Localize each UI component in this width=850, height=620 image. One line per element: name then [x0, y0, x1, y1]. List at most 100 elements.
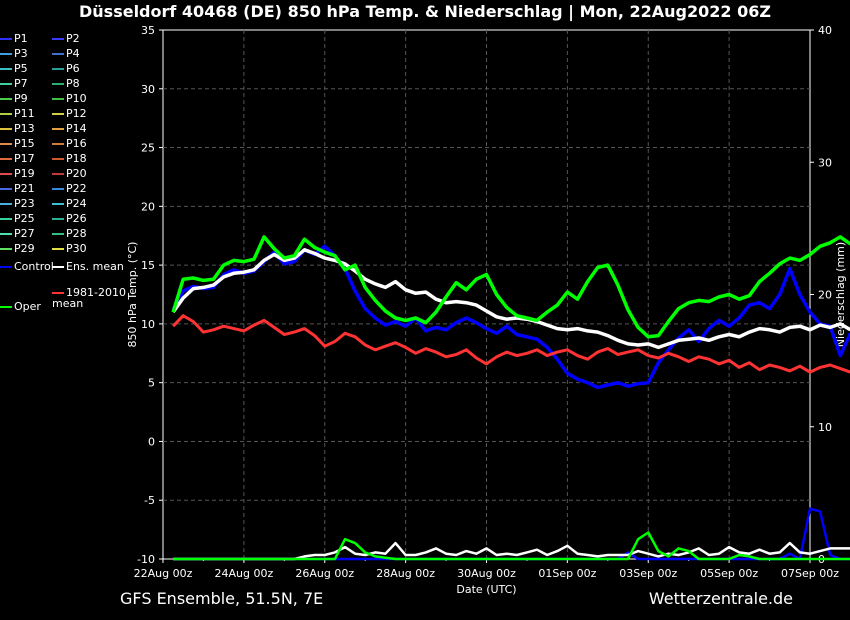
y-tick-label: 30	[141, 83, 155, 96]
legend-item-p27: P27	[0, 226, 35, 241]
legend-swatch	[52, 292, 64, 294]
legend-item-p20: P20	[52, 166, 87, 181]
legend-swatch	[0, 233, 12, 235]
legend-item-p6: P6	[52, 61, 80, 76]
legend-label: P10	[66, 92, 87, 105]
legend-item-p4: P4	[52, 46, 80, 61]
legend-swatch	[0, 128, 12, 130]
y-tick-label: 35	[141, 24, 155, 37]
legend-label: Oper	[14, 300, 41, 313]
legend-swatch	[52, 248, 64, 250]
legend-swatch	[52, 113, 64, 115]
legend-swatch	[0, 143, 12, 145]
legend-item-p2: P2	[52, 31, 80, 46]
y-tick-label: -10	[137, 553, 155, 566]
x-tick-label: 03Sep 00z	[619, 567, 677, 580]
legend-label: P1	[14, 32, 28, 45]
legend-label: P16	[66, 137, 87, 150]
legend-swatch	[0, 83, 12, 85]
legend-label: P14	[66, 122, 87, 135]
y2-tick-label: 10	[818, 421, 832, 434]
y-tick-label: 25	[141, 142, 155, 155]
legend-swatch	[0, 173, 12, 175]
legend-swatch	[0, 266, 12, 268]
legend-label: P2	[66, 32, 80, 45]
legend-label: P3	[14, 47, 28, 60]
legend-swatch	[52, 218, 64, 220]
y-tick-label: 0	[148, 435, 155, 448]
series-line	[172, 314, 850, 374]
legend-item-oper: Oper	[0, 299, 41, 314]
legend-label: P27	[14, 227, 35, 240]
model-info: GFS Ensemble, 51.5N, 7E	[120, 589, 324, 608]
legend-item-p15: P15	[0, 136, 35, 151]
legend-label: P18	[66, 152, 87, 165]
legend-item-p21: P21	[0, 181, 35, 196]
legend-item-p9: P9	[0, 91, 28, 106]
legend-label: 1981-2010 mean	[52, 286, 126, 310]
legend-label: P11	[14, 107, 35, 120]
legend-label: P17	[14, 152, 35, 165]
legend-item-control: Control	[0, 259, 54, 274]
legend-swatch	[0, 188, 12, 190]
y2-axis-label: Niederschlag (mm)	[834, 242, 847, 347]
legend-item-p22: P22	[52, 181, 87, 196]
legend-swatch	[52, 188, 64, 190]
legend-item-p1: P1	[0, 31, 28, 46]
legend-swatch	[52, 38, 64, 40]
legend-label: P29	[14, 242, 35, 255]
legend-swatch	[52, 83, 64, 85]
x-tick-label: 05Sep 00z	[700, 567, 758, 580]
legend-label: P12	[66, 107, 87, 120]
series-line	[171, 235, 850, 339]
legend-label: P19	[14, 167, 35, 180]
legend-item-p13: P13	[0, 121, 35, 136]
legend-item-p23: P23	[0, 196, 35, 211]
legend-item-p24: P24	[52, 196, 87, 211]
legend-swatch	[52, 143, 64, 145]
legend-item-p8: P8	[52, 76, 80, 91]
legend-swatch	[52, 68, 64, 70]
precip-line	[173, 531, 850, 561]
y-tick-label: 5	[148, 377, 155, 390]
series-line	[171, 248, 850, 350]
legend-label: P21	[14, 182, 35, 195]
legend-label: P8	[66, 77, 80, 90]
legend-swatch	[0, 248, 12, 250]
legend-swatch	[0, 38, 12, 40]
legend-swatch	[52, 233, 64, 235]
legend-label: P15	[14, 137, 35, 150]
legend-item-p28: P28	[52, 226, 87, 241]
legend-swatch	[0, 218, 12, 220]
y-axis-label: 850 hPa Temp. (°C)	[126, 242, 139, 348]
series-line	[171, 244, 850, 390]
legend-item-p18: P18	[52, 151, 87, 166]
x-tick-label: 30Aug 00z	[457, 567, 516, 580]
x-tick-label: 07Sep 00z	[781, 567, 839, 580]
legend-item-p14: P14	[52, 121, 87, 136]
legend-label: P13	[14, 122, 35, 135]
legend-label: P9	[14, 92, 28, 105]
legend-label: Control	[14, 260, 54, 273]
legend-item-climate-mean: 1981-2010 mean	[52, 287, 126, 309]
x-tick-label: 01Sep 00z	[538, 567, 596, 580]
chart-title: Düsseldorf 40468 (DE) 850 hPa Temp. & Ni…	[79, 2, 771, 21]
legend-swatch	[52, 53, 64, 55]
legend-item-p17: P17	[0, 151, 35, 166]
legend-swatch	[0, 53, 12, 55]
legend-item-p3: P3	[0, 46, 28, 61]
legend-item-ens-mean: Ens. mean	[52, 259, 124, 274]
legend-label: P24	[66, 197, 87, 210]
legend-swatch	[52, 266, 64, 268]
legend-swatch	[0, 68, 12, 70]
legend-label: P25	[14, 212, 35, 225]
legend-label: Ens. mean	[66, 260, 124, 273]
legend-item-p30: P30	[52, 241, 87, 256]
legend-label: P26	[66, 212, 87, 225]
legend-label: P23	[14, 197, 35, 210]
legend-label: P28	[66, 227, 87, 240]
site-credit: Wetterzentrale.de	[648, 589, 793, 608]
legend-item-p12: P12	[52, 106, 87, 121]
y2-tick-label: 40	[818, 24, 832, 37]
